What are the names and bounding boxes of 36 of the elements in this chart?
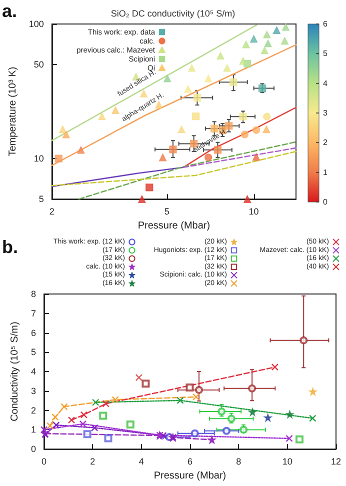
x-tick-label: 4 xyxy=(138,456,144,467)
color-bar-label: 1 xyxy=(323,168,328,177)
y-tick-label: 1 xyxy=(30,424,36,435)
color-bar-label: 0 xyxy=(323,198,328,206)
y-tick-label: 3 xyxy=(30,386,36,396)
x-tick-label: 6 xyxy=(187,456,193,467)
y-tick-label: 2 xyxy=(30,405,36,416)
color-bar-label: 2 xyxy=(323,138,328,148)
text: a. xyxy=(2,1,18,21)
x-axis-title: Pressure (Mbar) xyxy=(138,220,210,232)
x-tick-label: 8 xyxy=(236,456,242,467)
chart-title: SiO₂ DC conductivity (10⁵ S/m) xyxy=(110,8,236,18)
y-tick-label: 7 xyxy=(30,308,36,318)
x-axis-title: Pressure (Mbar) xyxy=(154,470,226,482)
y-tick-label: 100 xyxy=(28,19,44,29)
text: b. xyxy=(2,237,18,257)
y-axis-title: Temperature (10³ K) xyxy=(8,66,18,156)
color-bar-label: 4 xyxy=(323,78,328,88)
y-tick-label: 8 xyxy=(30,289,36,299)
color-bar-label: 3 xyxy=(323,108,328,118)
y-tick-label: 6 xyxy=(30,328,36,338)
y-tick-label: 50 xyxy=(34,60,44,70)
x-tick-label: 12 xyxy=(330,456,342,467)
x-tick-label: 5 xyxy=(164,206,170,217)
y-tick-label: 0 xyxy=(30,444,36,454)
x-tick-label: 2 xyxy=(90,456,96,467)
y-tick-label: 10 xyxy=(34,154,44,164)
x-tick-label: 10 xyxy=(282,456,292,467)
color-bar-label: 6 xyxy=(323,20,328,28)
x-tick-label: 10 xyxy=(248,206,259,217)
y-tick-label: 5 xyxy=(38,194,44,204)
color-bar-label: 5 xyxy=(323,49,328,58)
y-tick-label: 4 xyxy=(30,366,36,377)
y-tick-label: 5 xyxy=(30,347,36,358)
x-tick-label: 2 xyxy=(49,206,54,217)
y-axis-title: Conductivity (10⁵ S/m) xyxy=(10,322,20,422)
